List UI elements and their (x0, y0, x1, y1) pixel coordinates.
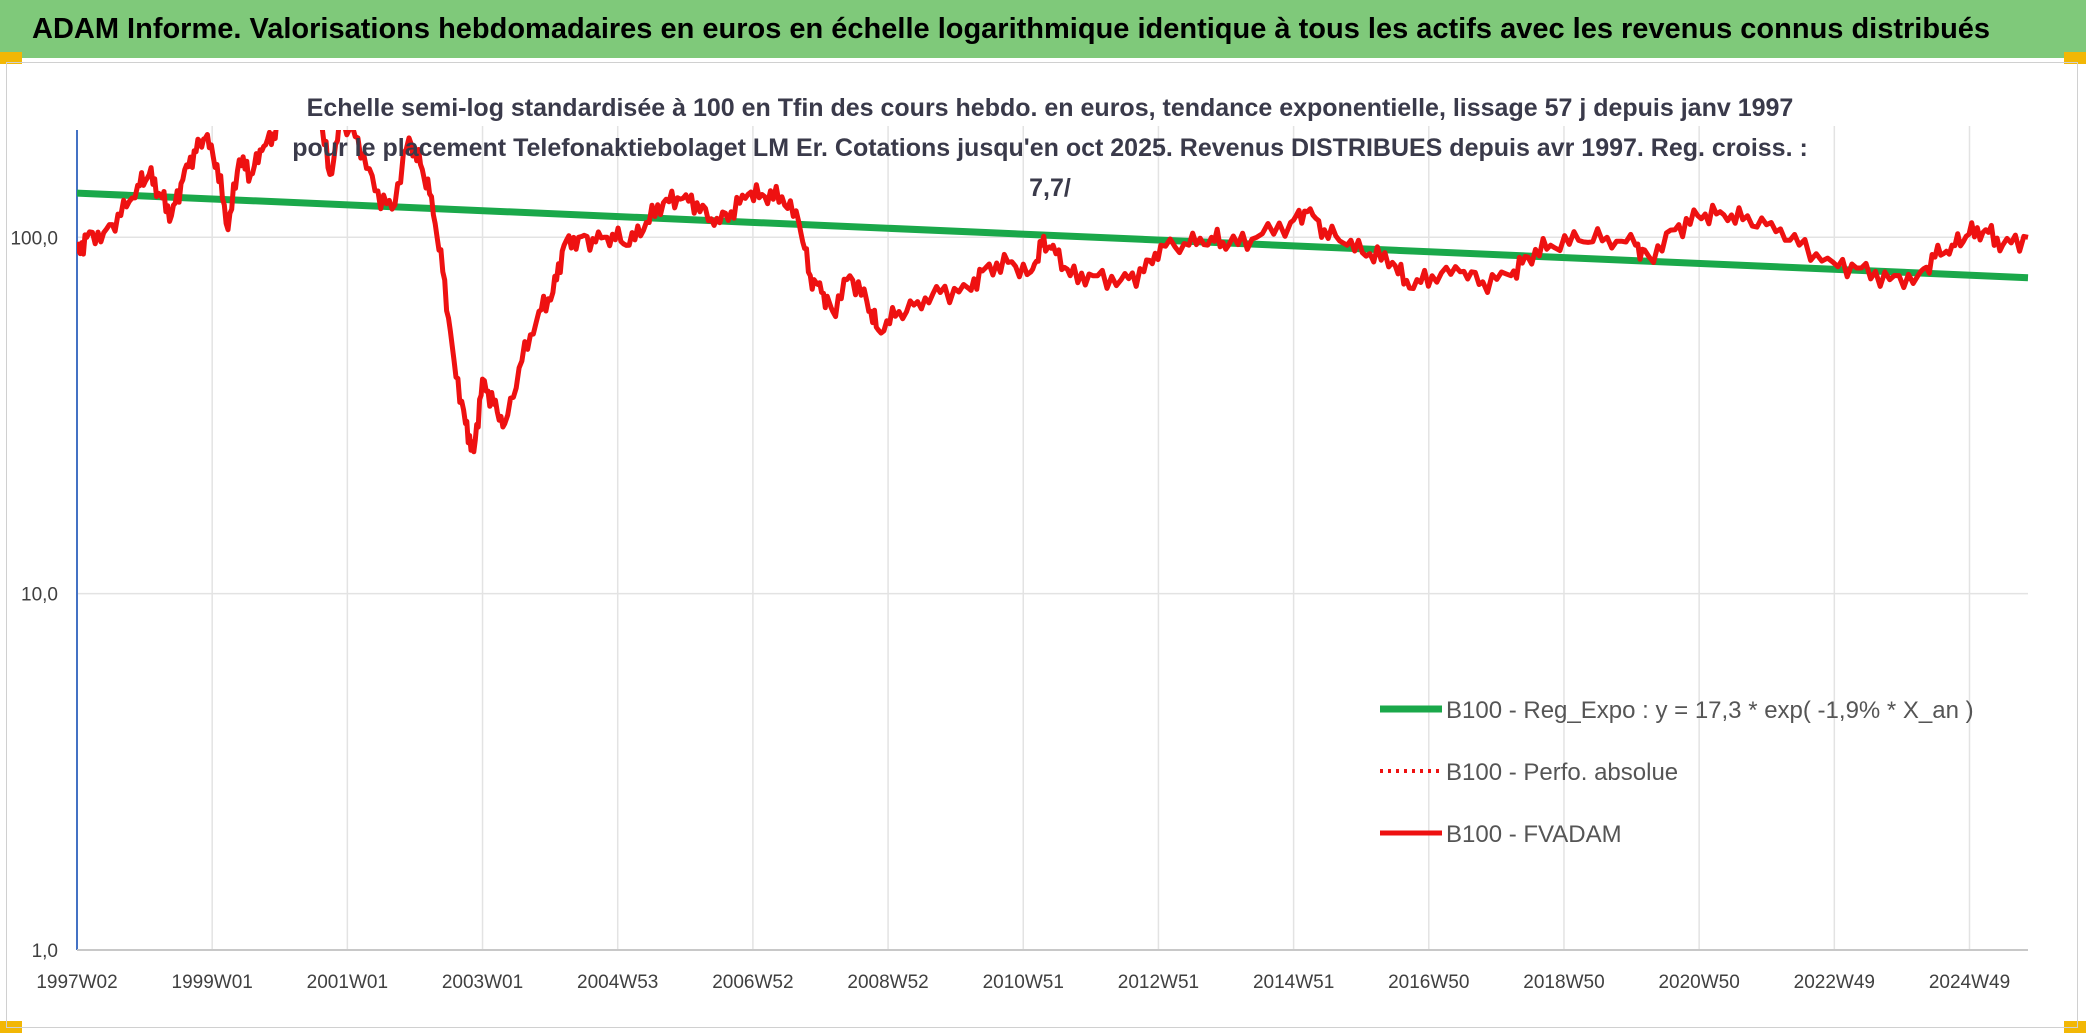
x-tick-label: 2024W49 (1929, 972, 2010, 993)
x-tick-label: 2016W50 (1388, 972, 1469, 993)
x-tick-label: 1997W02 (36, 972, 117, 993)
legend-label-2: B100 - FVADAM (1446, 821, 1622, 848)
report-banner: ADAM Informe. Valorisations hebdomadaire… (0, 0, 2086, 58)
chart-frame (6, 62, 2078, 1028)
x-tick-label: 2010W51 (983, 972, 1064, 993)
corner-accent-top-right (2064, 52, 2086, 64)
report-title: ADAM Informe. Valorisations hebdomadaire… (32, 12, 1991, 45)
x-tick-label: 1999W01 (172, 972, 253, 993)
legend-label-1: B100 - Perfo. absolue (1446, 759, 1678, 786)
series-line-2 (77, 130, 2029, 455)
x-tick-label: 2014W51 (1253, 972, 1334, 993)
y-tick-label: 1,0 (32, 941, 58, 962)
series-line-0 (77, 189, 2029, 282)
x-tick-label: 2020W50 (1658, 972, 1739, 993)
chart-title: Echelle semi-log standardisée à 100 en T… (292, 94, 1808, 202)
x-tick-label: 2001W01 (307, 972, 388, 993)
x-tick-label: 2018W50 (1523, 972, 1604, 993)
x-tick-label: 2004W53 (577, 972, 658, 993)
x-tick-label: 2012W51 (1118, 972, 1199, 993)
corner-accent-top-left (0, 52, 22, 64)
plot-area (77, 130, 2029, 455)
legend-label-0: B100 - Reg_Expo : y = 17,3 * exp( -1,9% … (1446, 697, 1974, 724)
y-tick-label: 10,0 (21, 585, 58, 606)
x-tick-label: 2006W52 (712, 972, 793, 993)
x-tick-label: 2022W49 (1794, 972, 1875, 993)
y-tick-label: 100,0 (10, 228, 58, 249)
x-tick-label: 2008W52 (847, 972, 928, 993)
x-tick-label: 2003W01 (442, 972, 523, 993)
